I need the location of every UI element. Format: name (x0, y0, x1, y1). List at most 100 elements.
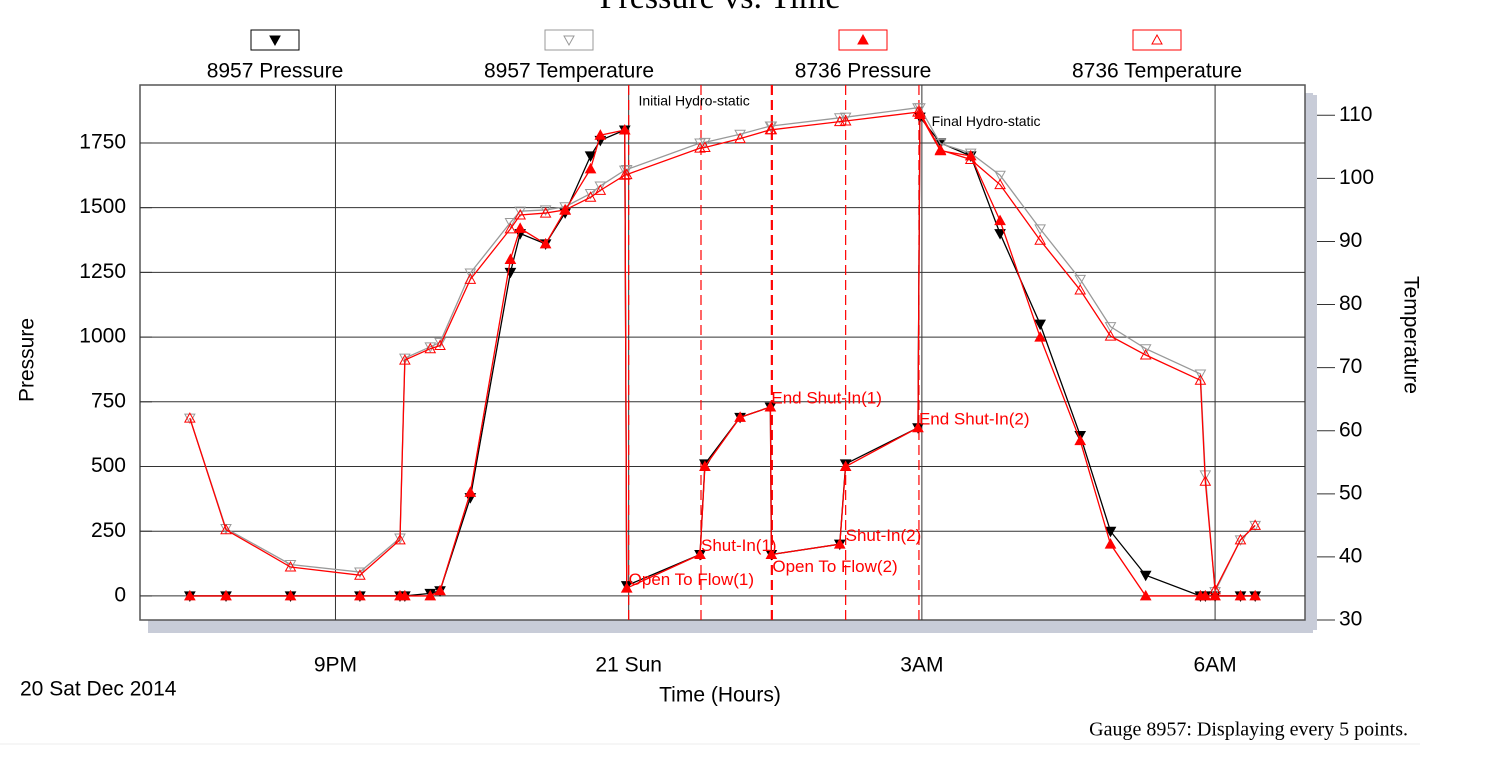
legend-marker (563, 35, 575, 47)
point-marker (504, 222, 517, 234)
point-marker (994, 170, 1006, 182)
point-marker (1199, 475, 1212, 486)
point-marker (1104, 538, 1117, 549)
point-marker (594, 184, 607, 195)
point-marker (399, 589, 411, 601)
legend-marker (269, 35, 281, 47)
x-tick-label: 9PM (314, 654, 357, 677)
point-marker (1139, 348, 1152, 360)
point-marker (964, 153, 977, 164)
point-marker (764, 400, 777, 412)
x-tick-label: 21 Sun (595, 654, 662, 677)
point-marker (284, 589, 297, 601)
point-marker (1104, 526, 1117, 538)
point-marker (1104, 322, 1117, 333)
event-label: Shut-In(1) (701, 536, 777, 555)
point-marker (464, 273, 477, 284)
point-marker (1074, 284, 1087, 295)
point-marker (839, 460, 852, 472)
point-marker (539, 237, 552, 249)
y-axis-label: Pressure (16, 318, 39, 402)
y2-tick-label: 110 (1339, 103, 1372, 126)
point-marker (220, 589, 232, 601)
point-marker (1139, 589, 1152, 601)
footnote: Gauge 8957: Displaying every 5 points. (1089, 719, 1408, 741)
point-marker (1194, 369, 1207, 380)
point-marker (559, 203, 571, 215)
point-marker (464, 268, 477, 280)
point-marker (833, 538, 846, 549)
event-label: Open To Flow(1) (629, 570, 754, 589)
y2-tick-label: 50 (1339, 481, 1362, 504)
point-marker (504, 218, 517, 229)
point-marker (994, 214, 1006, 226)
legend-label: 8957 Pressure (207, 60, 344, 83)
point-marker (584, 151, 597, 162)
point-marker (584, 189, 597, 200)
point-marker (699, 141, 711, 152)
point-marker (1249, 589, 1262, 601)
point-marker (1139, 570, 1152, 582)
point-marker (618, 124, 631, 135)
point-marker (514, 208, 527, 220)
legend-marker (1151, 33, 1163, 45)
point-marker (734, 411, 746, 422)
point-marker (183, 412, 196, 423)
point-marker (699, 137, 711, 149)
y2-tick-label: 100 (1339, 166, 1374, 189)
point-marker (734, 132, 746, 144)
y-tick-label: 250 (91, 519, 126, 542)
point-marker (424, 342, 437, 354)
point-marker (1199, 589, 1212, 601)
point-marker (1074, 274, 1087, 286)
annotation: Initial Hydro-static (638, 92, 749, 108)
event-label: Shut-In(2) (846, 526, 922, 545)
point-marker (539, 207, 552, 218)
y-tick-label: 1250 (79, 260, 126, 283)
point-marker (220, 523, 232, 535)
point-marker (1234, 589, 1247, 601)
point-marker (584, 191, 597, 202)
point-marker (424, 589, 437, 601)
y2-axis-label: Temperature (1399, 276, 1422, 394)
point-marker (1234, 533, 1247, 545)
point-marker (934, 143, 947, 155)
y2-axis-bar (1307, 95, 1317, 630)
point-marker (994, 229, 1006, 240)
point-marker (1034, 234, 1046, 245)
point-marker (394, 533, 406, 545)
x-tick-label: 3AM (900, 654, 943, 677)
series-line (189, 111, 1256, 593)
point-marker (434, 339, 446, 351)
point-marker (699, 460, 711, 472)
point-marker (912, 421, 924, 433)
y-tick-label: 500 (91, 454, 126, 477)
point-marker (354, 589, 366, 601)
point-marker (734, 129, 746, 141)
y-tick-label: 1750 (79, 131, 126, 154)
legend-label: 8736 Temperature (1072, 60, 1242, 83)
y2-tick-label: 80 (1339, 292, 1362, 315)
point-marker (839, 114, 852, 126)
point-marker (620, 165, 633, 176)
point-marker (354, 569, 366, 580)
point-marker (1034, 224, 1046, 235)
legend-box (1132, 29, 1182, 51)
point-marker (434, 584, 446, 596)
y2-tick-label: 60 (1339, 418, 1362, 441)
point-marker (1209, 583, 1221, 595)
point-marker (594, 181, 607, 192)
point-marker (1194, 374, 1207, 385)
point-marker (618, 169, 631, 180)
x-tick-label: 6AM (1193, 654, 1236, 677)
point-marker (694, 548, 706, 560)
point-marker (284, 560, 297, 572)
event-label: End Shut-In(2) (919, 409, 1030, 428)
y2-tick-label: 70 (1339, 355, 1362, 378)
point-marker (994, 178, 1006, 190)
y2-tick-label: 40 (1339, 544, 1362, 567)
annotation: Final Hydro-static (932, 113, 1041, 129)
point-marker (964, 148, 977, 160)
point-marker (620, 168, 633, 180)
point-marker (1104, 330, 1117, 341)
